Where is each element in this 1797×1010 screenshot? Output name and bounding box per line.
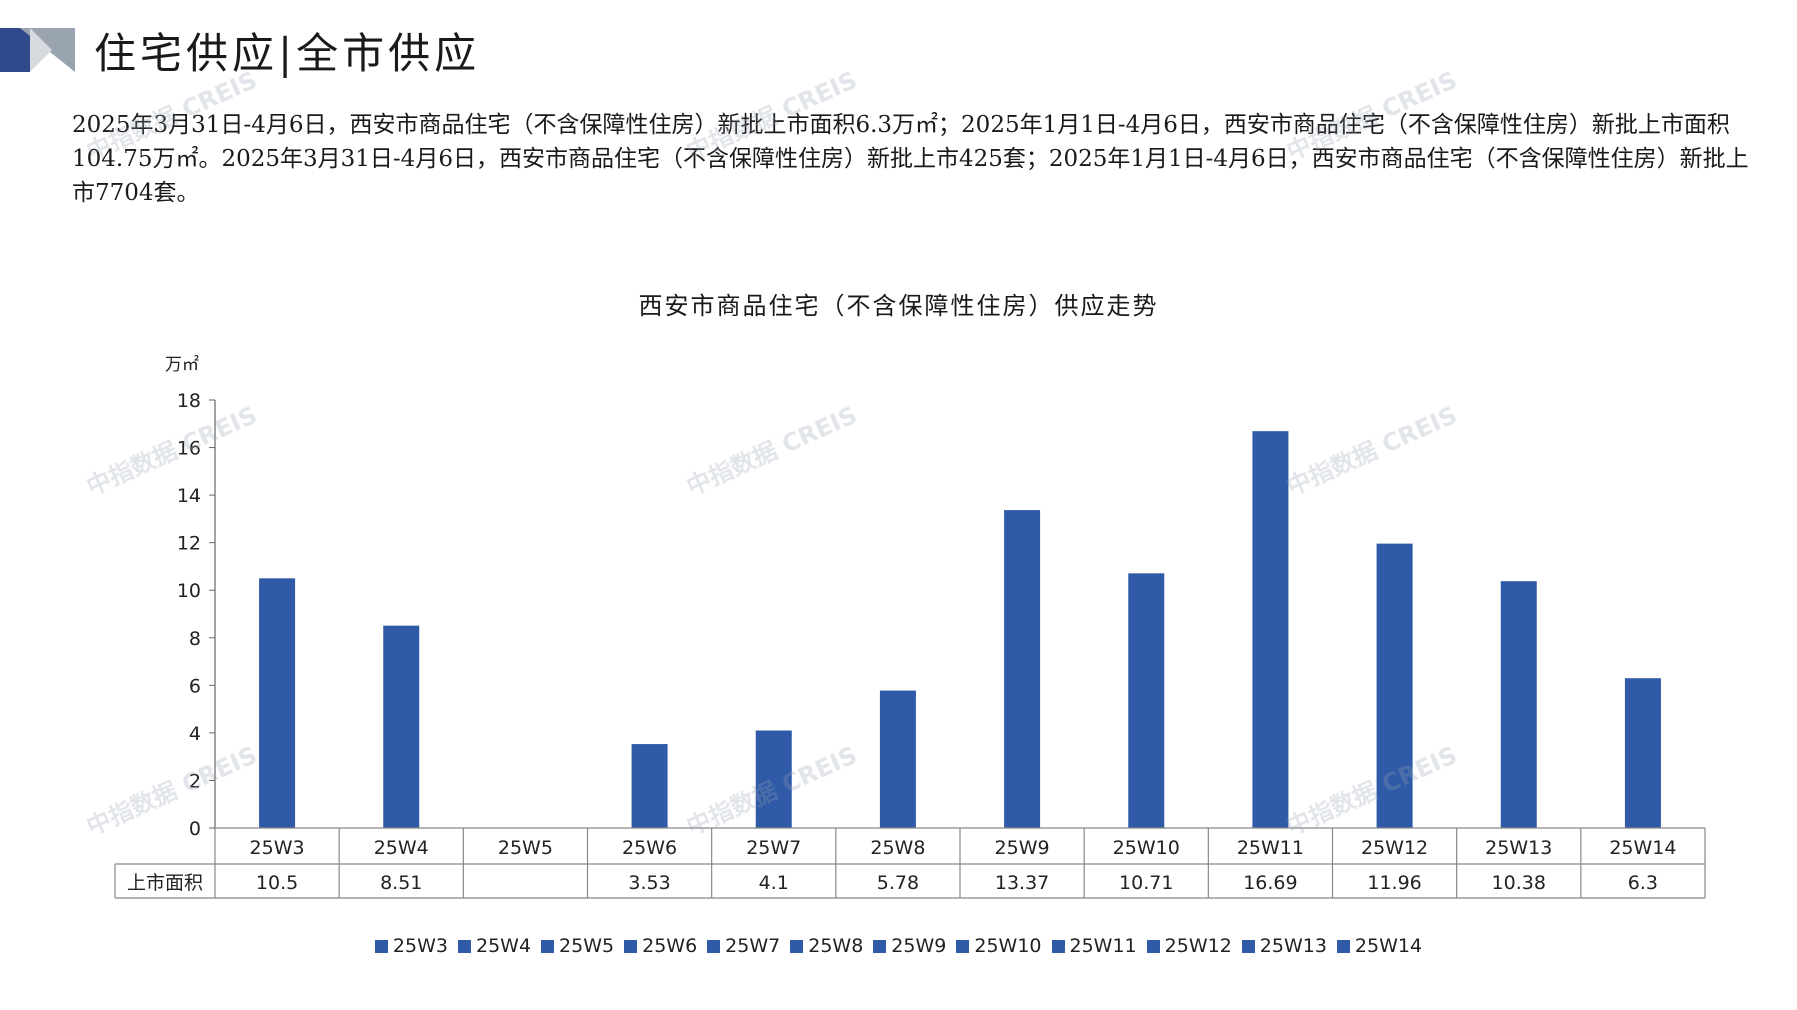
- bar-25W3: [259, 578, 296, 828]
- chart-title: 西安市商品住宅（不含保障性住房）供应走势: [638, 292, 1159, 320]
- data-label: 6.3: [1628, 872, 1658, 894]
- x-tick-label: 25W8: [870, 837, 925, 859]
- legend-swatch: [1241, 939, 1255, 953]
- data-label: 13.37: [995, 872, 1049, 894]
- legend-swatch: [873, 939, 887, 953]
- data-label: 8.51: [380, 872, 422, 894]
- legend-swatch: [1146, 939, 1160, 953]
- legend-label: 25W6: [642, 935, 698, 957]
- legend-item: 25W11: [1051, 935, 1137, 957]
- x-tick-label: 25W13: [1485, 837, 1552, 859]
- legend-label: 25W7: [725, 935, 781, 957]
- legend-swatch: [956, 939, 970, 953]
- bar-25W9: [1004, 510, 1041, 828]
- legend-item: 25W5: [541, 935, 614, 957]
- data-label: 10.71: [1119, 872, 1173, 894]
- legend-label: 25W10: [974, 935, 1042, 957]
- data-label: 3.53: [628, 872, 670, 894]
- bar-25W14: [1624, 678, 1661, 828]
- bar-25W12: [1376, 543, 1413, 828]
- legend-item: 25W7: [707, 935, 780, 957]
- summary-text: 2025年3月31日-4月6日，西安市商品住宅（不含保障性住房）新批上市面积6.…: [72, 112, 1749, 206]
- y-tick-label: 2: [189, 770, 201, 792]
- legend-label: 25W4: [475, 935, 532, 957]
- table-series-name: 上市面积: [127, 872, 203, 894]
- x-tick-label: 25W12: [1361, 837, 1428, 859]
- x-tick-label: 25W5: [498, 837, 553, 859]
- data-label: 11.96: [1367, 872, 1421, 894]
- legend-label: 25W5: [559, 935, 615, 957]
- legend-swatch: [790, 939, 804, 953]
- x-tick-label: 25W7: [746, 837, 801, 859]
- legend-item: 25W4: [457, 935, 532, 957]
- legend-label: 25W11: [1069, 935, 1137, 957]
- bar-25W13: [1500, 581, 1537, 828]
- legend-swatch: [374, 939, 388, 953]
- x-tick-label: 25W14: [1609, 837, 1676, 859]
- data-label: 10.5: [256, 872, 298, 894]
- y-tick-label: 4: [189, 723, 201, 745]
- legend-label: 25W8: [808, 935, 864, 957]
- y-tick-label: 16: [177, 438, 201, 460]
- data-label: 10.38: [1492, 872, 1546, 894]
- x-tick-label: 25W10: [1113, 837, 1180, 859]
- chart-legend: 25W3 25W4 25W5 25W6 25W7 25W8 25W9 25W10 25W11 25…: [0, 935, 1797, 957]
- legend-label: 25W9: [891, 935, 947, 957]
- legend-item: 25W12: [1146, 935, 1232, 957]
- y-tick-label: 12: [177, 533, 201, 555]
- y-tick-label: 8: [189, 628, 201, 650]
- bar-25W4: [383, 625, 420, 828]
- legend-label: 25W12: [1164, 935, 1232, 957]
- bar-25W6: [631, 744, 668, 828]
- legend-item: 25W3: [374, 935, 448, 957]
- legend-item: 25W9: [873, 935, 946, 957]
- x-tick-label: 25W3: [250, 837, 305, 859]
- legend-item: 25W10: [956, 935, 1042, 957]
- legend-swatch: [541, 939, 555, 953]
- legend-swatch: [707, 939, 721, 953]
- x-tick-label: 25W9: [995, 837, 1050, 859]
- legend-swatch: [457, 939, 471, 953]
- x-tick-label: 25W6: [622, 837, 677, 859]
- y-tick-label: 10: [177, 580, 201, 602]
- bar-25W7: [755, 730, 792, 828]
- legend-item: 25W6: [624, 935, 697, 957]
- bar-25W8: [879, 690, 916, 828]
- y-tick-label: 0: [189, 818, 201, 840]
- page-title: 住宅供应|全市供应: [94, 29, 481, 78]
- brand-logo: [0, 28, 75, 72]
- y-tick-label: 6: [189, 675, 201, 697]
- bar-25W11: [1252, 431, 1289, 828]
- data-label: 5.78: [877, 872, 919, 894]
- legend-item: 25W14: [1336, 935, 1423, 957]
- legend-item: 25W13: [1241, 935, 1327, 957]
- x-tick-label: 25W11: [1237, 837, 1304, 859]
- legend-item: 25W8: [790, 935, 863, 957]
- y-tick-label: 14: [177, 485, 201, 507]
- legend-label: 25W13: [1259, 935, 1327, 957]
- y-tick-label: 18: [177, 390, 201, 412]
- legend-swatch: [624, 939, 638, 953]
- x-tick-label: 25W4: [374, 837, 429, 859]
- bar-25W10: [1128, 573, 1165, 828]
- legend-label: 25W14: [1354, 935, 1423, 957]
- legend-label: 25W3: [392, 935, 448, 957]
- y-axis-unit: 万㎡: [165, 355, 199, 375]
- data-label: 4.1: [759, 872, 789, 894]
- legend-swatch: [1051, 939, 1065, 953]
- data-label: 16.69: [1243, 872, 1297, 894]
- legend-swatch: [1336, 939, 1350, 953]
